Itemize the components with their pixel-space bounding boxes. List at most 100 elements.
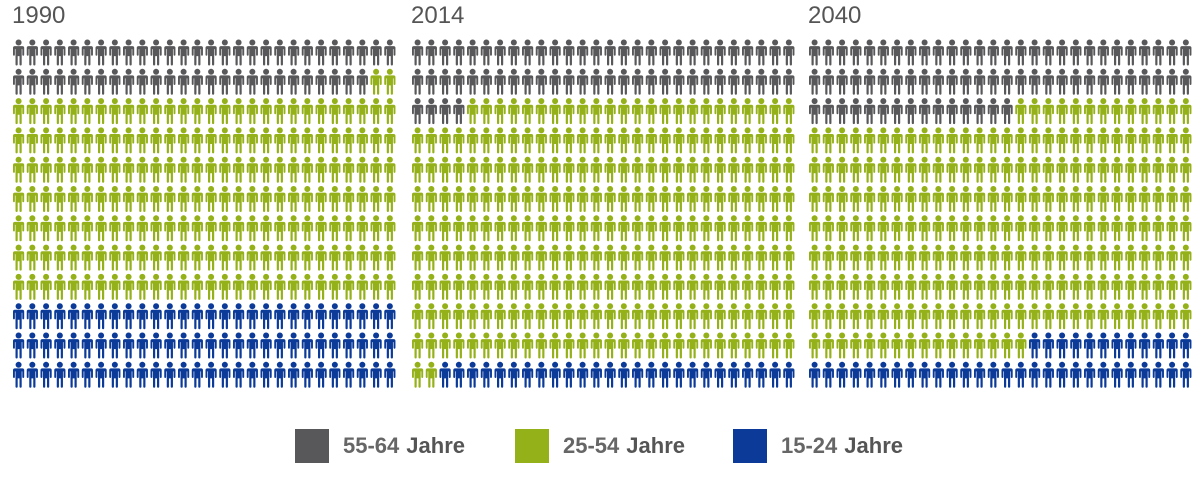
person-icon xyxy=(1015,273,1027,300)
person-icon xyxy=(1180,39,1192,66)
person-icon xyxy=(687,39,699,66)
person-icon xyxy=(480,244,492,271)
person-icon xyxy=(877,127,889,154)
person-icon xyxy=(1166,68,1178,95)
person-icon xyxy=(315,215,327,242)
person-icon xyxy=(191,273,203,300)
person-icon xyxy=(219,68,231,95)
person-icon xyxy=(1084,127,1096,154)
person-icon xyxy=(836,98,848,125)
person-icon xyxy=(480,332,492,359)
person-icon xyxy=(260,361,272,388)
person-icon xyxy=(233,98,245,125)
person-icon xyxy=(288,98,300,125)
person-icon xyxy=(329,361,341,388)
person-icon xyxy=(1056,156,1068,183)
person-icon xyxy=(301,273,313,300)
person-icon xyxy=(1152,98,1164,125)
person-icon xyxy=(150,244,162,271)
person-icon xyxy=(919,332,931,359)
person-icon xyxy=(1029,98,1041,125)
person-icon xyxy=(81,156,93,183)
person-icon xyxy=(877,98,889,125)
person-icon xyxy=(987,156,999,183)
person-icon xyxy=(960,332,972,359)
person-icon xyxy=(1042,98,1054,125)
person-icon xyxy=(1125,332,1137,359)
person-icon xyxy=(783,244,795,271)
person-icon xyxy=(742,244,754,271)
person-icon xyxy=(219,273,231,300)
person-icon xyxy=(960,98,972,125)
person-icon xyxy=(577,39,589,66)
person-icon xyxy=(659,215,671,242)
person-icon xyxy=(480,215,492,242)
legend-unit-label: Jahre xyxy=(406,433,465,458)
person-icon xyxy=(274,39,286,66)
person-icon xyxy=(246,244,258,271)
person-icon xyxy=(877,215,889,242)
person-icon xyxy=(1111,303,1123,330)
panel-title: 2040 xyxy=(808,2,862,29)
person-icon xyxy=(191,303,203,330)
person-icon xyxy=(645,244,657,271)
person-icon xyxy=(783,68,795,95)
person-icon xyxy=(1084,332,1096,359)
person-icon xyxy=(164,156,176,183)
person-icon xyxy=(1152,68,1164,95)
person-icon xyxy=(1029,303,1041,330)
person-icon xyxy=(783,186,795,212)
person-icon xyxy=(987,244,999,271)
person-icon xyxy=(535,303,547,330)
person-icon xyxy=(191,68,203,95)
person-icon xyxy=(1015,156,1027,183)
person-icon xyxy=(205,68,217,95)
person-icon xyxy=(769,68,781,95)
person-icon xyxy=(659,156,671,183)
person-icon xyxy=(178,244,190,271)
person-icon xyxy=(260,39,272,66)
person-icon xyxy=(439,273,451,300)
person-icon xyxy=(109,39,121,66)
person-icon xyxy=(1029,332,1041,359)
person-icon xyxy=(755,361,767,388)
person-icon xyxy=(13,361,25,388)
person-icon xyxy=(905,332,917,359)
person-icon xyxy=(1111,361,1123,388)
person-icon xyxy=(728,68,740,95)
person-icon xyxy=(522,98,534,125)
person-icon xyxy=(783,273,795,300)
person-icon xyxy=(95,127,107,154)
person-icon xyxy=(783,39,795,66)
person-icon xyxy=(164,303,176,330)
person-icon xyxy=(960,127,972,154)
person-icon xyxy=(1139,186,1151,212)
person-icon xyxy=(590,98,602,125)
person-icon xyxy=(1042,39,1054,66)
person-icon xyxy=(974,361,986,388)
person-icon xyxy=(274,244,286,271)
person-icon xyxy=(81,68,93,95)
person-icon xyxy=(769,39,781,66)
person-icon xyxy=(494,215,506,242)
person-icon xyxy=(919,361,931,388)
person-icon xyxy=(467,156,479,183)
person-icon xyxy=(260,215,272,242)
person-icon xyxy=(563,68,575,95)
person-icon xyxy=(1070,186,1082,212)
person-icon xyxy=(219,156,231,183)
person-icon xyxy=(123,361,135,388)
person-icon xyxy=(260,186,272,212)
person-icon xyxy=(384,215,396,242)
person-icon xyxy=(1180,332,1192,359)
person-icon xyxy=(987,68,999,95)
person-icon xyxy=(260,127,272,154)
person-icon xyxy=(356,68,368,95)
person-icon xyxy=(1001,332,1013,359)
person-icon xyxy=(343,156,355,183)
person-icon xyxy=(439,156,451,183)
person-icon xyxy=(1015,332,1027,359)
person-icon xyxy=(687,127,699,154)
person-icon xyxy=(563,244,575,271)
person-icon xyxy=(178,39,190,66)
